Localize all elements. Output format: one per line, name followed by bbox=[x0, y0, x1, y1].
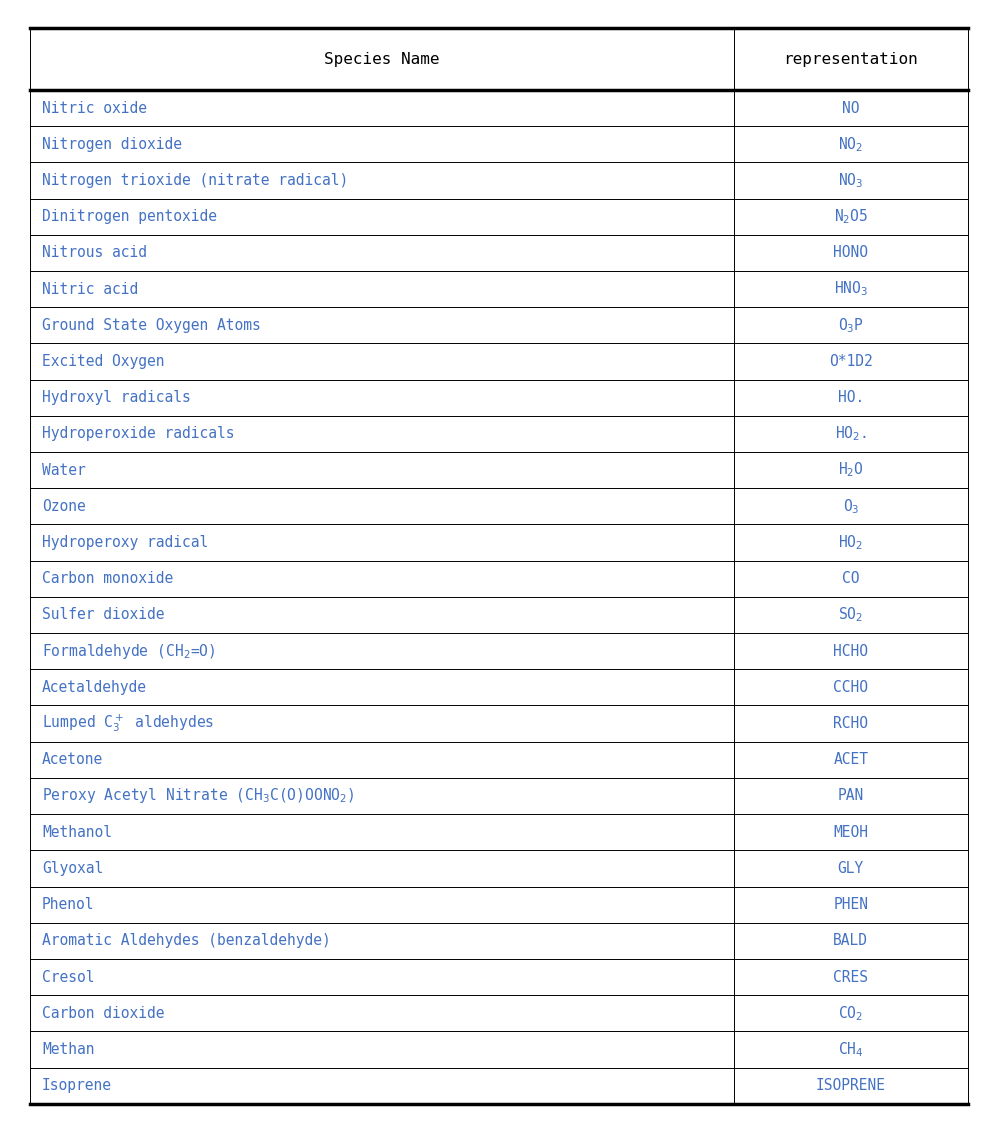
Text: H$_2$O: H$_2$O bbox=[838, 461, 863, 480]
Text: Acetone: Acetone bbox=[42, 752, 103, 768]
Text: Lumped C$_3^+$ aldehydes: Lumped C$_3^+$ aldehydes bbox=[42, 713, 215, 734]
Text: ISOPRENE: ISOPRENE bbox=[815, 1078, 886, 1094]
Text: Dinitrogen pentoxide: Dinitrogen pentoxide bbox=[42, 209, 217, 224]
Text: HNO$_3$: HNO$_3$ bbox=[833, 280, 868, 298]
Text: Methanol: Methanol bbox=[42, 825, 112, 840]
Text: Nitrous acid: Nitrous acid bbox=[42, 245, 147, 261]
Text: O*1D2: O*1D2 bbox=[829, 354, 872, 369]
Text: HO$_2$.: HO$_2$. bbox=[834, 425, 867, 443]
Text: Nitric oxide: Nitric oxide bbox=[42, 100, 147, 116]
Text: Hydroperoxy radical: Hydroperoxy radical bbox=[42, 535, 209, 550]
Text: Carbon monoxide: Carbon monoxide bbox=[42, 571, 174, 587]
Text: Nitrogen dioxide: Nitrogen dioxide bbox=[42, 137, 182, 152]
Text: PHEN: PHEN bbox=[833, 897, 868, 912]
Text: MEOH: MEOH bbox=[833, 825, 868, 840]
Text: PAN: PAN bbox=[837, 789, 864, 804]
Text: Aromatic Aldehydes (benzaldehyde): Aromatic Aldehydes (benzaldehyde) bbox=[42, 933, 330, 949]
Text: N$_2$O5: N$_2$O5 bbox=[833, 207, 868, 226]
Text: HCHO: HCHO bbox=[833, 644, 868, 659]
Text: Sulfer dioxide: Sulfer dioxide bbox=[42, 607, 165, 623]
Text: BALD: BALD bbox=[833, 933, 868, 949]
Text: RCHO: RCHO bbox=[833, 716, 868, 731]
Text: Hydroperoxide radicals: Hydroperoxide radicals bbox=[42, 426, 235, 442]
Text: NO: NO bbox=[842, 100, 859, 116]
Text: HO$_2$: HO$_2$ bbox=[838, 533, 863, 552]
Text: NO$_2$: NO$_2$ bbox=[838, 135, 863, 154]
Text: CO$_2$: CO$_2$ bbox=[838, 1004, 863, 1023]
Text: Nitric acid: Nitric acid bbox=[42, 282, 138, 297]
Text: O$_3$: O$_3$ bbox=[842, 497, 859, 516]
Text: ACET: ACET bbox=[833, 752, 868, 768]
Text: Acetaldehyde: Acetaldehyde bbox=[42, 680, 147, 695]
Text: CO: CO bbox=[842, 571, 859, 587]
Text: Species Name: Species Name bbox=[324, 52, 439, 66]
Text: Ozone: Ozone bbox=[42, 499, 86, 514]
Text: Peroxy Acetyl Nitrate (CH$_3$C(O)OONO$_2$): Peroxy Acetyl Nitrate (CH$_3$C(O)OONO$_2… bbox=[42, 787, 354, 806]
Text: SO$_2$: SO$_2$ bbox=[838, 606, 863, 624]
Text: Nitrogen trioxide (nitrate radical): Nitrogen trioxide (nitrate radical) bbox=[42, 173, 348, 188]
Text: Phenol: Phenol bbox=[42, 897, 95, 912]
Text: representation: representation bbox=[783, 52, 918, 66]
Text: Isoprene: Isoprene bbox=[42, 1078, 112, 1094]
Text: HO.: HO. bbox=[837, 390, 864, 405]
Text: Carbon dioxide: Carbon dioxide bbox=[42, 1006, 165, 1021]
Text: NO$_3$: NO$_3$ bbox=[838, 171, 863, 190]
Text: Glyoxal: Glyoxal bbox=[42, 861, 103, 876]
Text: Formaldehyde (CH$_2$=O): Formaldehyde (CH$_2$=O) bbox=[42, 642, 216, 661]
Text: Methan: Methan bbox=[42, 1042, 95, 1057]
Text: Hydroxyl radicals: Hydroxyl radicals bbox=[42, 390, 191, 405]
Text: CRES: CRES bbox=[833, 970, 868, 985]
Text: Excited Oxygen: Excited Oxygen bbox=[42, 354, 165, 369]
Text: HONO: HONO bbox=[833, 245, 868, 261]
Text: Ground State Oxygen Atoms: Ground State Oxygen Atoms bbox=[42, 318, 260, 333]
Text: GLY: GLY bbox=[837, 861, 864, 876]
Text: Water: Water bbox=[42, 463, 86, 478]
Text: CCHO: CCHO bbox=[833, 680, 868, 695]
Text: Cresol: Cresol bbox=[42, 970, 95, 985]
Text: CH$_4$: CH$_4$ bbox=[838, 1040, 863, 1059]
Text: O$_3$P: O$_3$P bbox=[837, 316, 864, 335]
